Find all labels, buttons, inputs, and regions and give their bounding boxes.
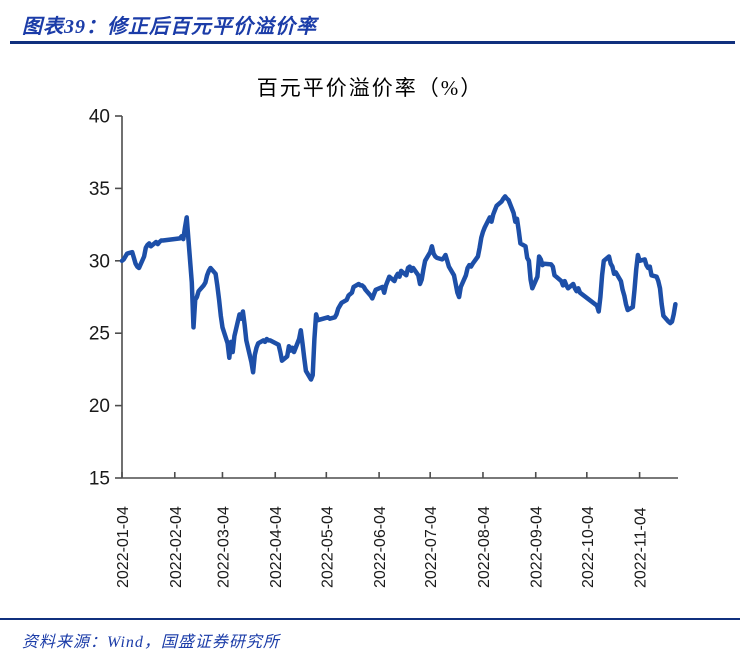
- chart-title: 百元平价溢价率（%）: [256, 76, 484, 100]
- source-note: 资料来源：Wind，国盛证券研究所: [22, 634, 280, 651]
- x-tick-label: 2022-02-04: [168, 506, 185, 588]
- y-tick-label: 30: [89, 251, 110, 272]
- y-tick-label: 15: [89, 469, 110, 490]
- footer-divider: [0, 618, 740, 620]
- x-tick-label: 2022-08-04: [476, 506, 493, 588]
- x-tick-label: 2022-01-04: [115, 506, 132, 588]
- x-tick-label: 2022-03-04: [215, 506, 232, 588]
- x-tick-label: 2022-04-04: [268, 506, 285, 588]
- y-tick-label: 25: [89, 324, 110, 345]
- figure-caption: 图表39：修正后百元平价溢价率: [22, 16, 317, 38]
- header-divider: [10, 41, 735, 44]
- y-tick-label: 35: [89, 179, 110, 200]
- axis-tick-labels: 15 20 25 30 35 40 2022-01-04 2022-02-04 2022-03-…: [89, 107, 650, 589]
- x-tick-label: 2022-06-04: [372, 506, 389, 588]
- y-tick-label: 20: [89, 396, 110, 417]
- y-tick-label: 40: [89, 107, 110, 128]
- x-tick-label: 2022-10-04: [580, 506, 597, 588]
- series-line: [119, 194, 678, 382]
- x-tick-label: 2022-05-04: [319, 506, 336, 588]
- x-tick-label: 2022-11-04: [633, 507, 650, 588]
- x-tick-label: 2022-07-04: [423, 506, 440, 588]
- x-tick-label: 2022-09-04: [529, 506, 546, 588]
- chart-axes: [115, 115, 678, 479]
